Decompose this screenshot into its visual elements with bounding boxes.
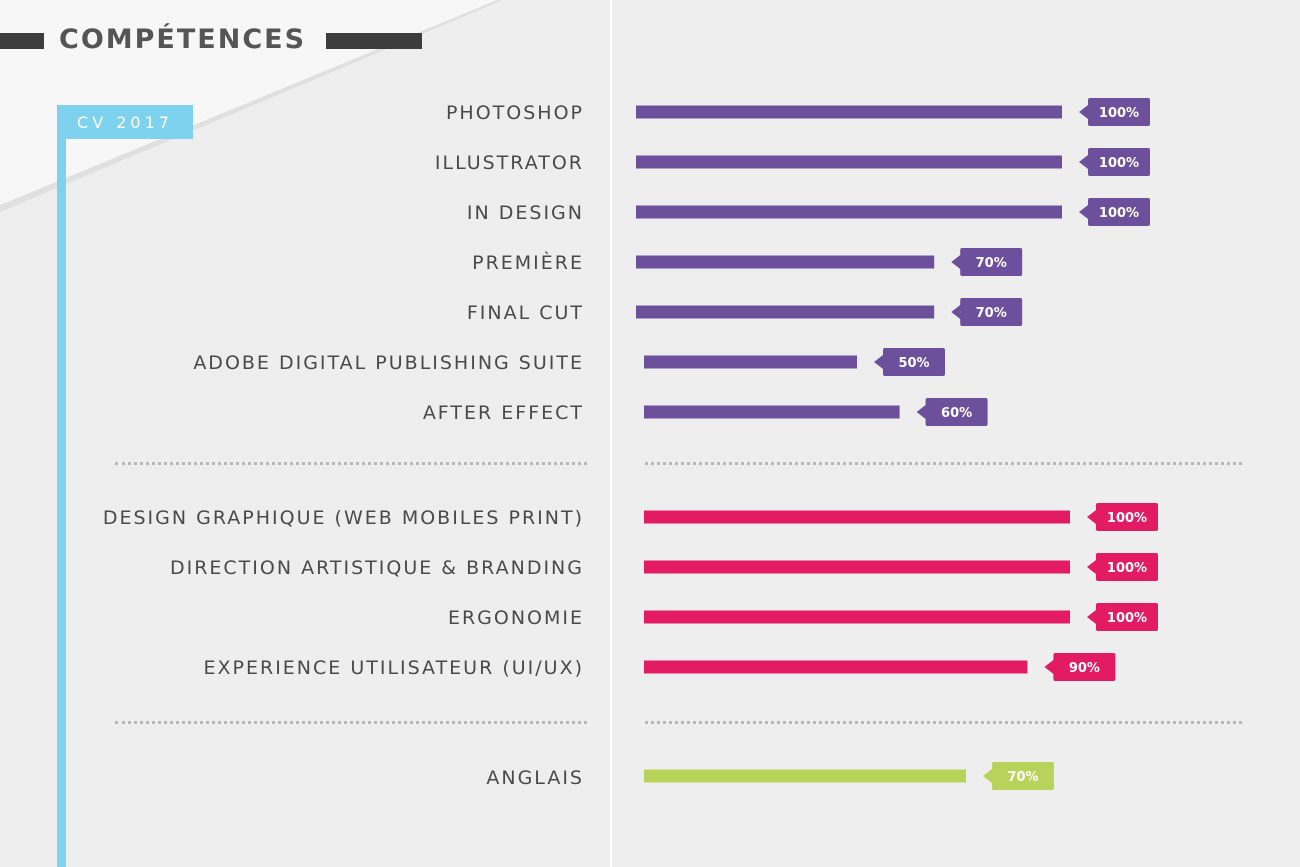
dotted-divider [115, 721, 587, 724]
skill-label-indesign: IN DESIGN [466, 202, 584, 224]
skill-label-anglais: ANGLAIS [486, 767, 584, 789]
value-label: 70% [976, 306, 1007, 321]
dotted-divider [645, 721, 1242, 724]
value-badge [1087, 603, 1158, 631]
skill-label-photoshop: PHOTOSHOP [445, 102, 584, 124]
skill-label-illustrator: ILLUSTRATOR [434, 152, 584, 174]
value-badge [983, 762, 1054, 790]
value-badge [951, 248, 1023, 276]
skill-bar [644, 560, 1070, 574]
skill-bar [644, 405, 900, 419]
cv-year-label: CV 2017 [77, 113, 173, 132]
value-label: 100% [1107, 561, 1147, 576]
skill-label-after-effect: AFTER EFFECT [422, 402, 584, 424]
value-label: 100% [1099, 206, 1139, 221]
value-label: 100% [1107, 611, 1147, 626]
timeline-line [57, 105, 66, 867]
value-label: 50% [898, 356, 929, 371]
title-bar-left [0, 33, 44, 49]
value-badge [1044, 653, 1116, 681]
value-badge [1079, 198, 1150, 226]
cv-year-tab: CV 2017 [57, 105, 193, 139]
skill-bar [644, 660, 1028, 674]
title-bar-right [326, 33, 422, 49]
skill-label-ux: EXPERIENCE UTILISATEUR (UI/UX) [203, 657, 584, 679]
skill-bar [644, 510, 1070, 524]
skill-bar [636, 255, 935, 269]
value-badge [1087, 503, 1158, 531]
value-badge [874, 348, 945, 376]
value-badge [951, 298, 1023, 326]
value-badge [1079, 148, 1150, 176]
value-label: 70% [976, 256, 1007, 271]
skill-bar [636, 205, 1062, 219]
value-label: 100% [1099, 156, 1139, 171]
skill-bar [636, 305, 935, 319]
skill-bar [644, 769, 966, 783]
skill-label-ergonomie: ERGONOMIE [447, 607, 584, 629]
skill-bar [644, 355, 857, 369]
page-title: COMPÉTENCES [59, 24, 307, 55]
skill-label-premiere: PREMIÈRE [472, 252, 584, 274]
dotted-divider [115, 462, 587, 465]
skill-label-final-cut: FINAL CUT [466, 302, 584, 324]
value-label: 90% [1069, 661, 1100, 676]
value-label: 100% [1099, 106, 1139, 121]
value-badge [916, 398, 988, 426]
value-badge [1079, 98, 1150, 126]
skill-bar [636, 155, 1062, 169]
skill-label-direction-artistique: DIRECTION ARTISTIQUE & BRANDING [169, 557, 584, 579]
skill-label-design-graphique: DESIGN GRAPHIQUE (WEB MOBILES PRINT) [102, 507, 584, 529]
dotted-divider [645, 462, 1242, 465]
value-label: 100% [1107, 511, 1147, 526]
skill-label-adps: ADOBE DIGITAL PUBLISHING SUITE [193, 352, 584, 374]
value-badge [1087, 553, 1158, 581]
column-divider [610, 0, 612, 867]
skill-bar [644, 610, 1070, 624]
value-label: 60% [941, 406, 972, 421]
skill-bar [636, 105, 1062, 119]
value-label: 70% [1007, 770, 1038, 785]
